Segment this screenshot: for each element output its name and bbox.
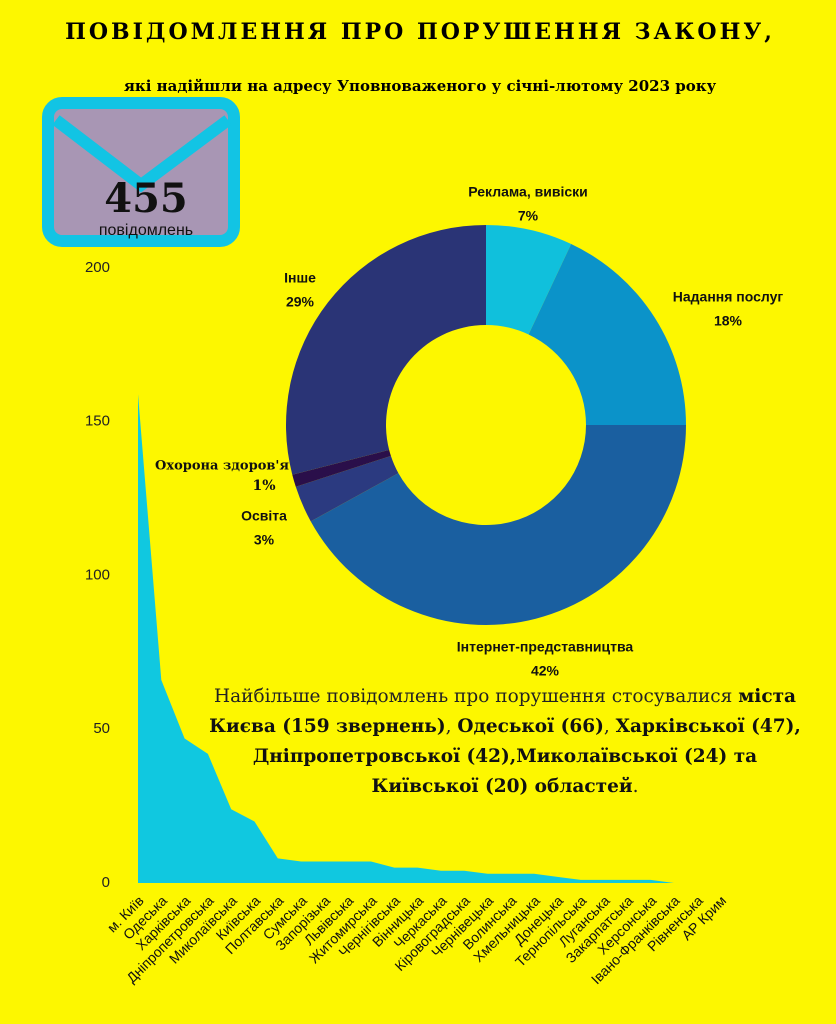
y-tick-label: 0	[102, 874, 110, 891]
badge-label: повідомлень	[99, 222, 193, 239]
summary-text: Одеської (66)	[457, 716, 604, 737]
slice-value: 3%	[254, 532, 275, 548]
pie-slice	[295, 455, 399, 522]
y-tick-label: 50	[93, 720, 110, 737]
pie-slice	[292, 449, 391, 487]
summary: Найбільше повідомлень про порушення стос…	[205, 682, 805, 802]
envelope	[42, 97, 240, 247]
pie-slice	[310, 425, 686, 625]
slice-label: Охорона здоров'я	[155, 459, 289, 474]
slice-label: Реклама, вивіски	[468, 184, 587, 200]
summary-text: Харківської (47), Дніпропетровської (42)…	[252, 716, 801, 797]
summary-text: Найбільше повідомлень про порушення стос…	[213, 686, 739, 707]
title: ПОВІДОМЛЕННЯ ПРО ПОРУШЕННЯ ЗАКОНУ,	[65, 19, 775, 45]
slice-label: Інше	[284, 270, 316, 286]
pie-slice	[486, 225, 572, 335]
pie-slice	[528, 244, 686, 425]
subtitle: які надійшли на адресу Уповноваженого у …	[124, 77, 717, 95]
summary-text: міста Києва (159 звернень)	[209, 686, 797, 737]
summary-text: ,	[603, 716, 616, 737]
slice-value: 29%	[286, 294, 315, 310]
slice-label: Освіта	[241, 508, 287, 524]
area	[138, 394, 721, 883]
y-tick-label: 150	[85, 413, 110, 430]
slice-value: 1%	[252, 478, 275, 494]
slice-label: Надання послуг	[673, 289, 784, 305]
pie-slice	[285, 225, 486, 475]
slice-value: 42%	[531, 663, 560, 679]
badge-count: 455	[104, 175, 188, 222]
summary-text: ,	[445, 716, 458, 737]
envelope-flap	[52, 115, 232, 193]
slice-value: 7%	[518, 208, 539, 224]
summary-text: .	[632, 776, 639, 797]
slice-value: 18%	[714, 313, 743, 329]
y-tick-label: 100	[85, 566, 110, 583]
y-tick-label: 200	[85, 259, 110, 276]
slice-label: Інтернет-представництва	[457, 639, 634, 655]
